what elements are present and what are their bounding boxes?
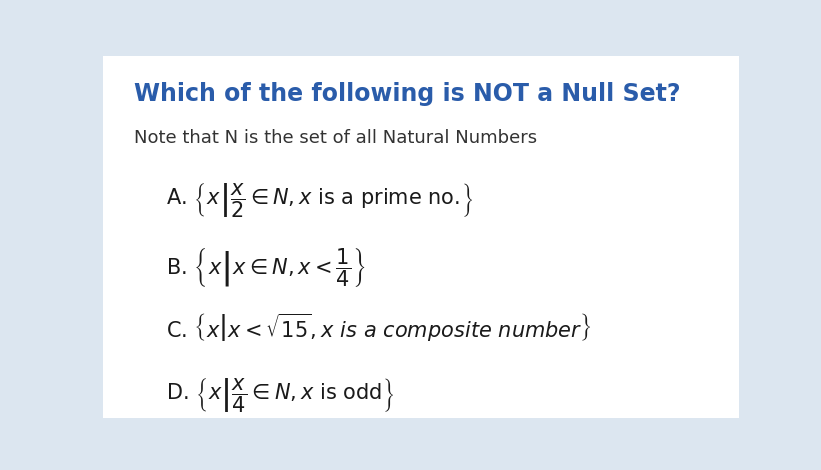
Text: C. $\left\{x\left| x < \sqrt{15}, \mathit{x\ is\ a\ composite\ number}\right.\ri: C. $\left\{x\left| x < \sqrt{15}, \mathi… — [166, 312, 592, 344]
Text: A. $\left\{x\left| \dfrac{x}{2} \in N, x \text{ is a prime no.}\right.\right\}$: A. $\left\{x\left| \dfrac{x}{2} \in N, x… — [166, 181, 474, 220]
Text: Note that N is the set of all Natural Numbers: Note that N is the set of all Natural Nu… — [135, 129, 538, 147]
Text: B. $\left\{x\left| x \in N, x < \dfrac{1}{4}\right.\right\}$: B. $\left\{x\left| x \in N, x < \dfrac{1… — [166, 246, 366, 290]
FancyBboxPatch shape — [96, 53, 745, 422]
Text: D. $\left\{x\left| \dfrac{x}{4} \in N, x \text{ is odd}\right.\right\}$: D. $\left\{x\left| \dfrac{x}{4} \in N, x… — [166, 376, 395, 415]
Text: Which of the following is NOT a Null Set?: Which of the following is NOT a Null Set… — [135, 82, 681, 106]
